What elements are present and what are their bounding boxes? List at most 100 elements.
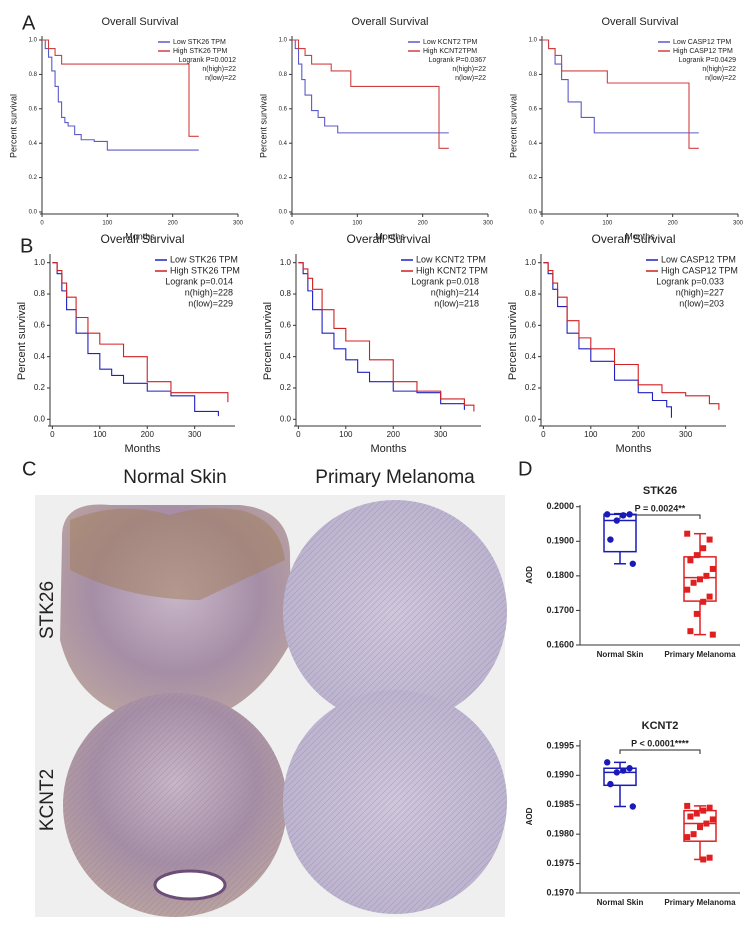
y-tick-label: 0.0 [529, 210, 538, 216]
y-tick-label: 0.6 [279, 106, 288, 112]
data-point [690, 579, 697, 586]
y-tick-label: 0.4 [29, 141, 38, 147]
chart-title: KCNT2 [642, 720, 679, 732]
survival-curve [52, 262, 229, 403]
x-tick-label: 100 [93, 430, 107, 439]
data-point [629, 560, 636, 567]
y-tick-label: 0.1975 [546, 858, 574, 868]
y-tick-label: 0.0 [280, 414, 292, 423]
x-tick-label: 300 [188, 430, 202, 439]
y-tick-label: 0.1970 [546, 887, 574, 897]
y-tick-label: 0.2 [279, 175, 288, 181]
survival-curve [543, 262, 672, 418]
legend-label: Low CASP12 TPM [661, 254, 736, 264]
significance-bracket [619, 749, 701, 754]
x-tick-label: 0 [296, 430, 301, 439]
significance-bracket [619, 514, 701, 519]
data-point [620, 767, 627, 774]
x-axis-label: Months [370, 443, 407, 455]
survival-curve [298, 262, 475, 412]
annotation: Logrank P=0.0367 [429, 57, 487, 64]
panel-label: A [22, 12, 36, 34]
annotation: n(low)=22 [705, 75, 736, 82]
annotation: n(high)=22 [452, 66, 486, 73]
box [683, 809, 717, 842]
x-tick-label: 300 [233, 221, 244, 227]
data-point [706, 536, 713, 543]
x-axis-label: Months [124, 443, 161, 455]
y-axis-label: Percent survival [8, 94, 18, 158]
y-tick-label: 0.4 [529, 141, 538, 147]
data-point [703, 572, 710, 579]
data-point [693, 610, 700, 617]
annotation: n(low)=218 [434, 298, 479, 308]
data-point [709, 565, 716, 572]
annotation: Logrank p=0.014 [165, 276, 233, 286]
y-tick-label: 0.4 [279, 141, 288, 147]
y-tick-label: 0.1990 [546, 770, 574, 780]
y-tick-label: 1.0 [529, 38, 538, 44]
x-axis-label: Months [615, 443, 652, 455]
tissue-image [283, 690, 507, 914]
data-point [697, 824, 703, 831]
box [603, 513, 637, 553]
data-point [626, 765, 633, 772]
data-point [607, 780, 614, 788]
annotation: Logrank P=0.0429 [679, 57, 737, 64]
column-heading: Normal Skin [123, 467, 226, 488]
data-point [706, 804, 713, 811]
legend-label: Low KCNT2 TPM [423, 39, 477, 46]
data-point [684, 802, 691, 809]
x-tick-label: 300 [434, 430, 448, 439]
data-point [709, 816, 716, 823]
survival-curve [52, 262, 219, 417]
legend-label: High STK26 TPM [173, 48, 228, 55]
panel-label: C [22, 458, 36, 480]
x-tick-label: 0 [541, 430, 546, 439]
legend-label: Low KCNT2 TPM [416, 254, 486, 264]
x-tick-label: 100 [602, 221, 613, 227]
legend-label: High CASP12 TPM [673, 48, 733, 55]
data-point [613, 517, 620, 524]
x-tick-label: 300 [679, 430, 693, 439]
data-point [604, 759, 611, 766]
data-point [684, 530, 691, 537]
data-point [684, 834, 691, 841]
y-tick-label: 0.6 [29, 106, 38, 112]
tissue-image [63, 693, 287, 917]
data-point [629, 803, 636, 810]
x-tick-label: 200 [418, 221, 429, 227]
x-axis-label: Months [375, 231, 405, 241]
data-point [709, 631, 716, 638]
survival-curve [543, 262, 720, 410]
tissue-image [153, 869, 227, 901]
annotation: n(low)=22 [205, 75, 236, 82]
survival-curve [42, 39, 199, 151]
y-tick-label: 0.1800 [546, 570, 574, 580]
data-point [700, 856, 707, 863]
y-tick-label: 1.0 [29, 38, 38, 44]
y-axis-label: AOD [525, 807, 534, 825]
y-tick-label: 0.1995 [546, 740, 574, 750]
legend-label: Low STK26 TPM [173, 39, 226, 46]
annotation: n(high)=228 [185, 287, 233, 297]
y-tick-label: 0.0 [279, 210, 288, 216]
y-tick-label: 0.2000 [546, 501, 574, 511]
x-tick-label: 300 [733, 221, 744, 227]
x-tick-label: 300 [483, 221, 494, 227]
annotation: Logrank p=0.018 [411, 276, 479, 286]
panel-label: D [518, 458, 532, 480]
y-tick-label: 0.4 [525, 352, 537, 361]
data-point [687, 813, 694, 820]
x-tick-label: 0 [540, 221, 544, 227]
data-point [693, 552, 700, 559]
chart-title: Overall Survival [101, 16, 178, 28]
y-tick-label: 0.6 [529, 106, 538, 112]
x-axis-label: Months [625, 231, 655, 241]
x-tick-label: Primary Melanoma [664, 650, 736, 659]
y-axis-label: Percent survival [258, 94, 268, 158]
annotation: P < 0.0001**** [631, 738, 689, 748]
annotation: n(low)=22 [455, 75, 486, 82]
box [603, 767, 637, 787]
